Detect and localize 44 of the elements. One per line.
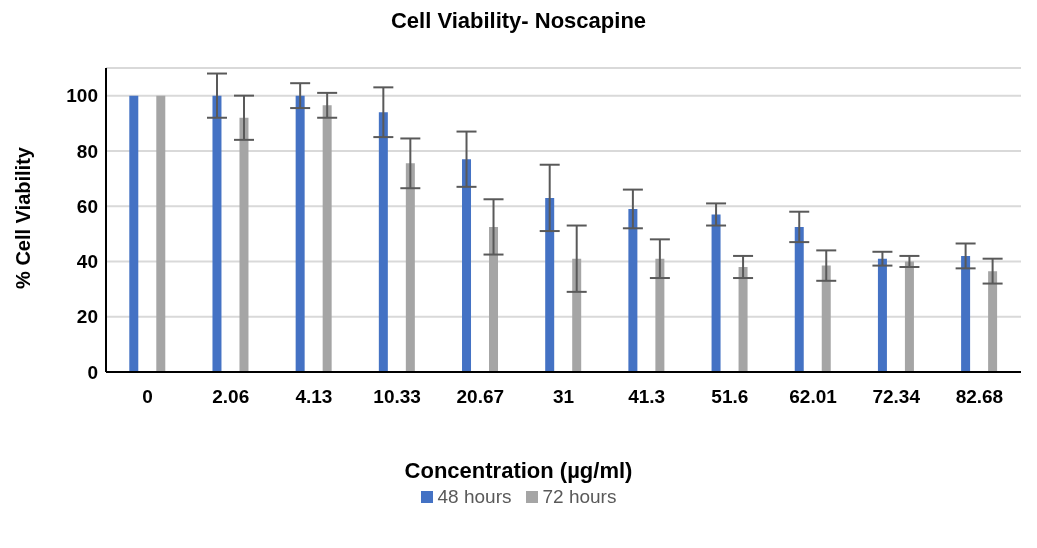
x-tick-label: 10.33 [373, 386, 421, 408]
y-tick-label: 0 [87, 361, 98, 383]
bar [655, 258, 665, 372]
y-tick-label: 20 [76, 306, 98, 328]
bar [212, 95, 222, 372]
y-tick-label: 80 [76, 140, 98, 162]
bar [239, 117, 249, 372]
bar [489, 226, 499, 372]
x-tick-label: 62.01 [789, 386, 838, 408]
bar [156, 95, 166, 372]
bar [794, 226, 804, 372]
bar [545, 197, 555, 372]
bar [572, 258, 582, 372]
bar [378, 112, 388, 372]
y-tick-label: 40 [76, 251, 98, 273]
y-tick-label: 100 [66, 85, 98, 107]
x-tick-label: 41.3 [628, 386, 666, 408]
bar [322, 105, 332, 372]
bar [628, 208, 638, 372]
y-axis-title: % Cell Viability [11, 147, 35, 289]
x-tick-label: 2.06 [212, 386, 250, 408]
x-tick-label: 20.67 [456, 386, 505, 408]
x-tick-label: 0 [142, 386, 153, 408]
bar [405, 163, 415, 372]
legend-label: 72 hours [541, 486, 617, 508]
x-tick-label: 4.13 [295, 386, 333, 408]
x-axis-title: Concentration (µg/ml) [403, 458, 634, 484]
x-tick-label: 72.34 [872, 386, 921, 408]
bar [988, 271, 998, 372]
bar [738, 266, 748, 372]
bar [877, 258, 887, 372]
x-tick-label: 82.68 [955, 386, 1004, 408]
x-tick-label: 51.6 [711, 386, 749, 408]
chart-title: Cell Viability- Noscapine [389, 8, 648, 35]
bar [821, 265, 831, 372]
y-tick-label: 60 [76, 195, 98, 217]
bar [711, 214, 721, 372]
bar [129, 95, 139, 372]
x-tick-label: 31 [552, 386, 575, 408]
bar [462, 159, 472, 372]
bar [295, 95, 305, 372]
legend-label: 48 hours [436, 486, 512, 508]
bar [904, 261, 914, 372]
bar [961, 255, 971, 372]
